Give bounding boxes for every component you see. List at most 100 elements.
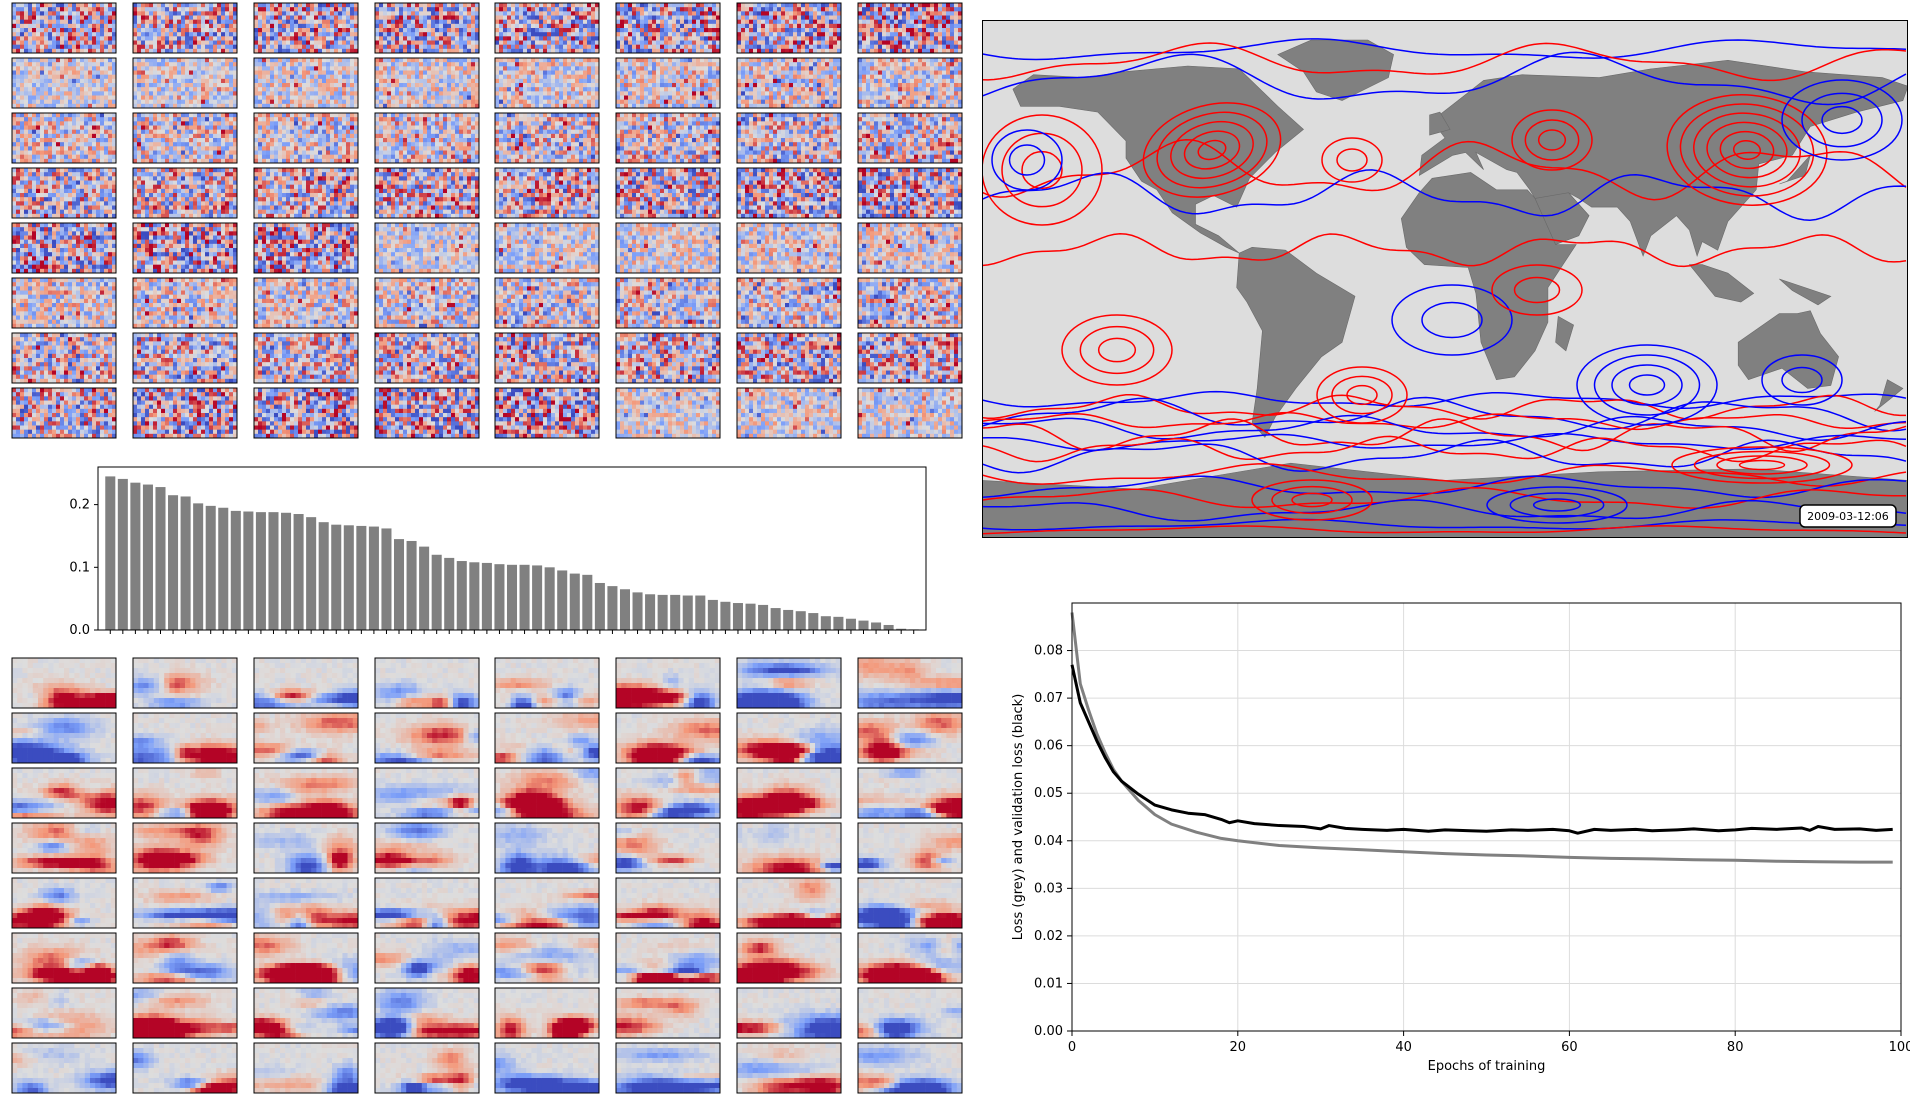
weight-tile	[858, 333, 962, 383]
bar	[570, 574, 580, 630]
weight-tile	[495, 878, 599, 928]
weight-tile	[737, 658, 841, 708]
bar	[607, 586, 617, 630]
bar	[783, 610, 793, 630]
bar	[482, 563, 492, 630]
bar	[193, 503, 203, 630]
bar	[858, 621, 868, 630]
timestamp-box: 2009-03-12:06	[1800, 505, 1896, 527]
bar	[733, 603, 743, 630]
bar	[532, 565, 542, 630]
weight-tile	[737, 823, 841, 873]
weight-tile	[254, 933, 358, 983]
weight-tile	[858, 1043, 962, 1093]
weight-tile	[12, 823, 116, 873]
y-tick-label: 0.04	[1034, 834, 1063, 849]
bar	[218, 508, 228, 630]
weight-tile	[133, 278, 237, 328]
y-tick-label: 0.08	[1034, 644, 1063, 659]
bar	[256, 512, 266, 630]
weight-tile	[737, 113, 841, 163]
y-tick-label: 0.1	[69, 560, 90, 575]
weight-tile	[133, 58, 237, 108]
weight-tile	[495, 168, 599, 218]
weight-tile	[12, 933, 116, 983]
weight-tile	[133, 933, 237, 983]
weight-tile	[12, 388, 116, 438]
bar	[356, 526, 366, 630]
weight-tile	[737, 223, 841, 273]
weight-tile	[616, 933, 720, 983]
y-tick-label: 0.2	[69, 498, 90, 513]
bar	[469, 562, 479, 630]
bar	[507, 565, 517, 630]
weight-tile	[12, 278, 116, 328]
weight-tile	[858, 168, 962, 218]
weight-tile	[495, 58, 599, 108]
weight-tile	[495, 388, 599, 438]
weight-tile	[616, 658, 720, 708]
weight-tile	[254, 878, 358, 928]
y-axis-title: Loss (grey) and validation loss (black)	[1011, 694, 1026, 941]
x-tick-label: 100	[1889, 1040, 1910, 1055]
weight-tile	[858, 988, 962, 1038]
y-tick-label: 0.06	[1034, 739, 1063, 754]
bar	[143, 485, 153, 630]
weight-tile	[254, 658, 358, 708]
bar	[168, 495, 178, 630]
weight-tile	[616, 713, 720, 763]
weight-tile	[616, 823, 720, 873]
weight-tile	[254, 278, 358, 328]
weight-tile	[616, 278, 720, 328]
weight-tile	[133, 713, 237, 763]
weight-tile	[12, 113, 116, 163]
weight-tile	[375, 768, 479, 818]
bar	[846, 619, 856, 630]
weight-tile	[375, 823, 479, 873]
weight-tile	[254, 168, 358, 218]
weight-tile	[12, 988, 116, 1038]
weight-tile	[737, 713, 841, 763]
y-tick-label: 0.0	[69, 623, 90, 638]
weight-tile	[254, 223, 358, 273]
weight-tile	[495, 278, 599, 328]
weight-tile	[375, 278, 479, 328]
bar	[720, 602, 730, 630]
weight-tile	[737, 278, 841, 328]
weight-tile	[254, 58, 358, 108]
weight-tile	[737, 1043, 841, 1093]
bar	[206, 506, 216, 630]
bar	[884, 625, 894, 630]
timestamp-label: 2009-03-12:06	[1807, 510, 1889, 523]
weight-tile	[616, 223, 720, 273]
weights-grid-top	[0, 0, 970, 440]
weight-tile	[737, 58, 841, 108]
weight-tile	[616, 878, 720, 928]
bar	[808, 613, 818, 630]
y-tick-label: 0.02	[1034, 929, 1063, 944]
weight-tile	[737, 3, 841, 53]
weight-tile	[133, 223, 237, 273]
bar	[419, 547, 429, 630]
bar	[821, 616, 831, 630]
weight-tile	[133, 768, 237, 818]
weight-tile	[12, 768, 116, 818]
weight-tile	[495, 823, 599, 873]
bar	[381, 528, 391, 630]
x-tick-label: 80	[1727, 1040, 1744, 1055]
weight-tile	[133, 823, 237, 873]
weight-tile	[133, 333, 237, 383]
weight-tile	[375, 333, 479, 383]
weight-tile	[737, 878, 841, 928]
bar	[306, 517, 316, 630]
weight-tile	[254, 113, 358, 163]
bar	[105, 476, 115, 630]
bar	[771, 608, 781, 630]
bar	[683, 596, 693, 630]
weight-tile	[495, 768, 599, 818]
weight-tile	[737, 168, 841, 218]
weight-tile	[375, 988, 479, 1038]
y-tick-label: 0.05	[1034, 786, 1063, 801]
weight-tile	[133, 388, 237, 438]
